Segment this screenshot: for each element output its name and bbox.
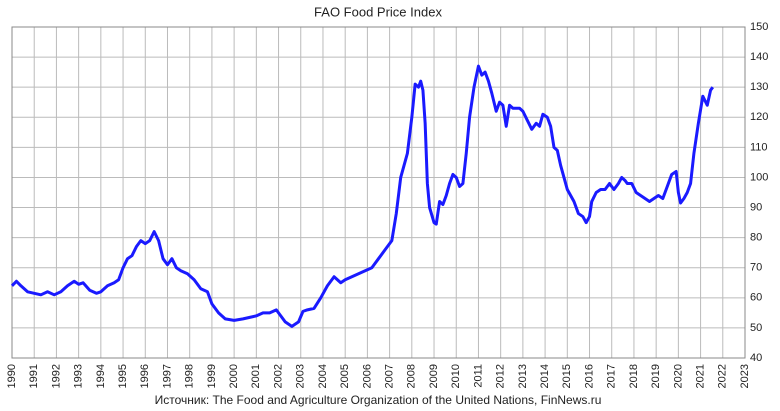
x-tick-label: 2000 [228, 364, 240, 388]
y-tick-label: 50 [750, 322, 762, 334]
x-tick-label: 2005 [339, 364, 351, 388]
x-tick-label: 2015 [561, 364, 573, 388]
y-tick-label: 100 [750, 171, 768, 183]
x-tick-label: 2017 [606, 364, 618, 388]
x-tick-label: 2022 [717, 364, 729, 388]
chart-title: FAO Food Price Index [314, 4, 442, 19]
y-tick-label: 130 [750, 81, 768, 93]
x-tick-label: 2019 [650, 364, 662, 388]
y-tick-label: 70 [750, 262, 762, 274]
y-tick-label: 110 [750, 141, 768, 153]
x-tick-label: 1991 [28, 364, 40, 388]
x-tick-label: 2002 [272, 364, 284, 388]
x-tick-label: 2018 [628, 364, 640, 388]
x-tick-label: 1996 [139, 364, 151, 388]
x-tick-label: 1998 [184, 364, 196, 388]
x-tick-label: 1993 [73, 364, 85, 388]
y-tick-label: 60 [750, 292, 762, 304]
y-tick-label: 140 [750, 51, 768, 63]
source-note: Источник: The Food and Agriculture Organ… [155, 393, 602, 407]
x-tick-label: 2009 [428, 364, 440, 388]
x-tick-label: 2011 [472, 364, 484, 388]
data-line [10, 64, 714, 328]
x-tick-label: 1999 [206, 364, 218, 388]
x-tick-label: 2012 [495, 364, 507, 388]
x-tick-label: 2006 [361, 364, 373, 388]
x-tick-label: 1990 [6, 364, 18, 388]
y-tick-label: 40 [750, 352, 762, 364]
x-tick-label: 2007 [384, 364, 396, 388]
x-tick-label: 2013 [517, 364, 529, 388]
x-tick-label: 1997 [161, 364, 173, 388]
x-tick-label: 2004 [317, 364, 329, 388]
x-tick-label: 2008 [406, 364, 418, 388]
y-tick-label: 120 [750, 111, 768, 123]
x-tick-label: 2003 [295, 364, 307, 388]
x-tick-label: 2001 [250, 364, 262, 388]
x-tick-label: 2023 [739, 364, 751, 388]
x-tick-label: 2021 [694, 364, 706, 388]
x-tick-label: 2010 [450, 364, 462, 388]
x-tick-label: 2016 [583, 364, 595, 388]
x-tick-label: 1995 [117, 364, 129, 388]
x-tick-label: 2020 [672, 364, 684, 388]
y-tick-label: 150 [750, 21, 768, 33]
x-tick-label: 1994 [95, 364, 107, 388]
plot-frame [11, 26, 746, 359]
x-tick-label: 2014 [539, 364, 551, 388]
y-tick-label: 90 [750, 201, 762, 213]
x-tick-label: 1992 [50, 364, 62, 388]
y-tick-label: 80 [750, 232, 762, 244]
